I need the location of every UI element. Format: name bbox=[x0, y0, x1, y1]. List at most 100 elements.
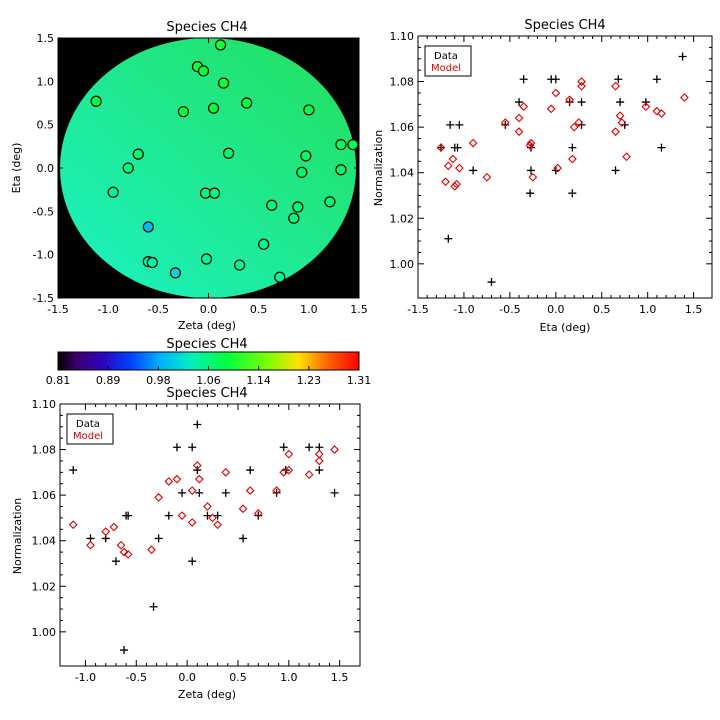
map-point bbox=[217, 77, 230, 89]
map-point bbox=[303, 104, 315, 116]
map-point bbox=[177, 106, 190, 118]
eta-data-point bbox=[616, 98, 625, 107]
map-point bbox=[146, 256, 158, 269]
eta-legend-box bbox=[424, 45, 472, 77]
zeta-plot-frame bbox=[59, 403, 361, 667]
eta-model-series bbox=[436, 77, 689, 191]
zeta-y-tick-label: 1.02 bbox=[32, 580, 57, 593]
eta-data-point bbox=[527, 166, 536, 175]
map-y-axis: -1.5 -1.0 -0.5 0.0 0.5 1.0 1.5 bbox=[33, 32, 359, 305]
zeta-legend-box bbox=[66, 413, 114, 445]
eta-model-point bbox=[452, 179, 461, 189]
zeta-data-point bbox=[188, 557, 197, 566]
map-point bbox=[234, 259, 246, 271]
zeta-model-point bbox=[194, 474, 204, 484]
zeta-model-point bbox=[116, 540, 126, 550]
eta-x-tick-label: 0.5 bbox=[593, 303, 611, 316]
zeta-model-point bbox=[192, 461, 202, 470]
map-x-label: Zeta (deg) bbox=[178, 319, 236, 332]
eta-data-point bbox=[577, 98, 586, 107]
zeta-data-point bbox=[221, 488, 230, 497]
eta-data-point bbox=[444, 234, 453, 243]
zeta-y-tick-label: 1.08 bbox=[32, 444, 57, 457]
map-x-tick-label: -0.5 bbox=[148, 303, 169, 316]
eta-model-point bbox=[519, 102, 529, 112]
zeta-plot-title: Species CH4 bbox=[166, 386, 247, 401]
map-point bbox=[266, 199, 278, 211]
eta-x-tick-label: 0.0 bbox=[547, 303, 565, 316]
map-point bbox=[292, 201, 304, 213]
colorbar-title: Species CH4 bbox=[166, 337, 247, 352]
colorbar-tick-label: 1.06 bbox=[196, 374, 221, 387]
colorbar-tick-label: 1.31 bbox=[347, 374, 372, 387]
zeta-data-point bbox=[193, 420, 202, 429]
map-point bbox=[296, 166, 308, 178]
zeta-x-tick-label: -0.5 bbox=[126, 671, 147, 684]
zeta-model-point bbox=[221, 467, 231, 477]
eta-model-point bbox=[514, 127, 524, 137]
zeta-model-point bbox=[154, 493, 164, 502]
zeta-data-point bbox=[193, 466, 202, 475]
zeta-x-tick-label: -1.0 bbox=[75, 671, 96, 684]
eta-x-tick-label: 1.0 bbox=[639, 303, 657, 316]
eta-data-point bbox=[469, 166, 478, 175]
eta-model-point bbox=[652, 106, 662, 116]
eta-data-point bbox=[614, 75, 623, 84]
map-x-tick-label: 0.5 bbox=[250, 303, 268, 316]
zeta-data-point bbox=[246, 466, 255, 475]
zeta-data-point bbox=[195, 488, 204, 497]
eta-data-point bbox=[436, 143, 445, 152]
eta-legend-data: Data bbox=[434, 51, 458, 62]
colorbar-ticks: 0.81 0.89 0.98 1.06 1.14 1.23 1.31 bbox=[46, 366, 372, 387]
map-panel: Species CH4 -1.5 -1.0 -0.5 0.0 0.5 1.0 1.5 -1.… bbox=[10, 20, 368, 332]
zeta-data-point bbox=[203, 511, 212, 520]
eta-y-tick-label: 1.08 bbox=[390, 76, 415, 89]
zeta-data-point bbox=[124, 511, 133, 520]
zeta-data-point bbox=[164, 511, 173, 520]
eta-model-point bbox=[551, 88, 561, 98]
map-y-tick-label: -0.5 bbox=[33, 205, 54, 218]
eta-model-point bbox=[577, 81, 586, 91]
eta-model-point bbox=[526, 138, 536, 148]
zeta-model-point bbox=[314, 456, 324, 466]
zeta-data-point bbox=[120, 646, 129, 655]
zeta-legend-model: Model bbox=[73, 431, 103, 442]
zeta-data-point bbox=[69, 466, 78, 475]
eta-model-point bbox=[441, 177, 450, 187]
zeta-panel: Species CH4 -1.0 -0.5 0.0 0.5 1.0 1.5 1.001.0… bbox=[11, 386, 361, 701]
eta-x-label: Eta (deg) bbox=[540, 321, 591, 334]
eta-y-tick-label: 1.00 bbox=[390, 258, 415, 271]
zeta-y-tick-label: 1.10 bbox=[32, 398, 57, 411]
zeta-model-point bbox=[177, 511, 187, 521]
eta-model-point bbox=[577, 77, 586, 86]
eta-plot-title: Species CH4 bbox=[524, 18, 605, 33]
colorbar-tick-label: 0.81 bbox=[46, 374, 71, 387]
eta-y-label: Normalization bbox=[372, 130, 385, 206]
zeta-x-tick-label: 1.5 bbox=[331, 671, 349, 684]
map-y-tick-label: 1.5 bbox=[37, 32, 55, 45]
zeta-legend-data: Data bbox=[76, 419, 100, 430]
eta-data-point bbox=[446, 120, 455, 129]
eta-data-point bbox=[526, 189, 535, 198]
zeta-y-axis: 1.00 1.02 1.04 1.06 1.08 1.10 bbox=[32, 398, 360, 639]
map-x-tick-label: 1.0 bbox=[300, 303, 318, 316]
map-y-tick-label: 0.0 bbox=[37, 162, 55, 175]
map-point bbox=[258, 238, 270, 250]
map-point bbox=[197, 65, 210, 77]
eta-data-point bbox=[611, 166, 620, 175]
map-point bbox=[335, 139, 347, 151]
zeta-legend: Data Model bbox=[66, 413, 114, 445]
map-x-tick-label: 0.0 bbox=[200, 303, 218, 316]
map-point bbox=[207, 102, 220, 114]
eta-model-point bbox=[617, 118, 627, 127]
map-point bbox=[132, 148, 144, 160]
eta-x-tick-label: -1.5 bbox=[407, 303, 428, 316]
zeta-data-point bbox=[239, 534, 248, 543]
zeta-data-point bbox=[111, 557, 120, 566]
map-point bbox=[107, 186, 119, 198]
zeta-data-point bbox=[172, 443, 181, 452]
eta-data-point bbox=[678, 52, 687, 61]
map-x-tick-label: -1.0 bbox=[97, 303, 118, 316]
zeta-data-point bbox=[154, 534, 163, 543]
eta-model-point bbox=[611, 81, 620, 91]
